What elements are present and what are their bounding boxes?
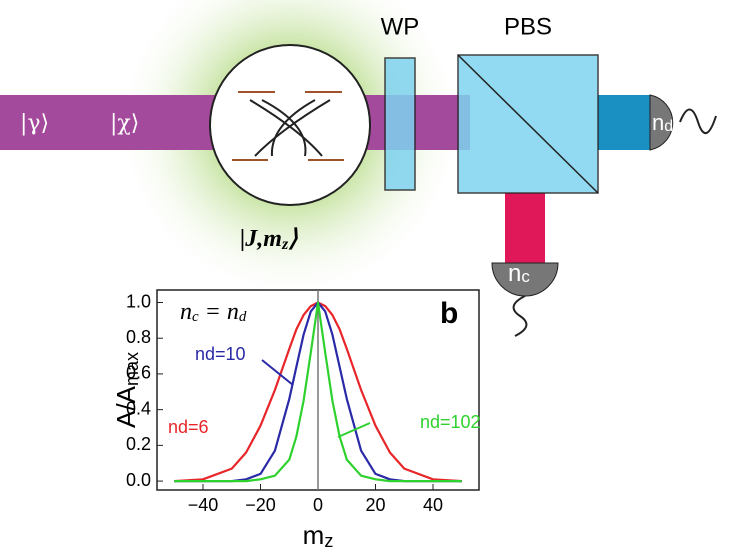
wire: [512, 295, 528, 337]
y-tick-label: 1.0: [126, 291, 151, 311]
pbs-label: PBS: [504, 13, 552, 40]
pbs-diagonal: [457, 54, 599, 194]
x-label-part: m: [303, 520, 325, 550]
y-tick-label: 0.6: [126, 363, 151, 383]
series-label: nd=10: [195, 344, 246, 364]
detector-d: [649, 94, 674, 151]
panel-label: b: [440, 297, 458, 330]
series-label: nd=6: [168, 417, 209, 437]
y-tick-label: 0.2: [126, 434, 151, 454]
equation-part: c: [192, 309, 199, 325]
equation-part: d: [239, 309, 247, 325]
transitions: [249, 99, 331, 157]
x-tick-label: −20: [245, 495, 276, 515]
equation-part: = n: [199, 299, 239, 325]
levels: [232, 91, 344, 161]
series-label: nd=102: [420, 412, 481, 432]
c-beam: [505, 193, 545, 263]
x-tick-label: 20: [365, 495, 385, 515]
y-tick-label: 0.4: [126, 398, 151, 418]
x-tick-label: 40: [423, 495, 443, 515]
y-label-part: A/A: [111, 385, 141, 428]
y-axis-label: A/Amax: [111, 352, 142, 428]
waveplate: [384, 57, 416, 191]
detector-c: [491, 262, 559, 297]
detector-c-label: nc: [508, 260, 530, 287]
ket-j: |J,mz⟩: [240, 226, 298, 253]
y-tick-label: 0.0: [126, 470, 151, 490]
line: [174, 301, 462, 483]
x-tick-label: 0: [313, 495, 323, 515]
x-tick-label: −40: [188, 495, 219, 515]
wp-label: WP: [381, 13, 420, 40]
equation: nc = nd: [180, 299, 247, 326]
pointer: [337, 422, 371, 438]
ket: |χ⟩: [110, 111, 139, 136]
y-tick-label: 0.8: [126, 327, 151, 347]
d-beam: [598, 95, 650, 150]
x-axis-label: mz: [303, 520, 334, 551]
wire: [679, 108, 717, 134]
ket: |γ⟩: [20, 111, 49, 136]
detector-d-label: nd: [652, 110, 673, 135]
equation-part: n: [180, 299, 192, 325]
pointer: [261, 359, 294, 386]
y-label-part: max: [122, 352, 142, 386]
x-label-part: z: [324, 531, 333, 551]
